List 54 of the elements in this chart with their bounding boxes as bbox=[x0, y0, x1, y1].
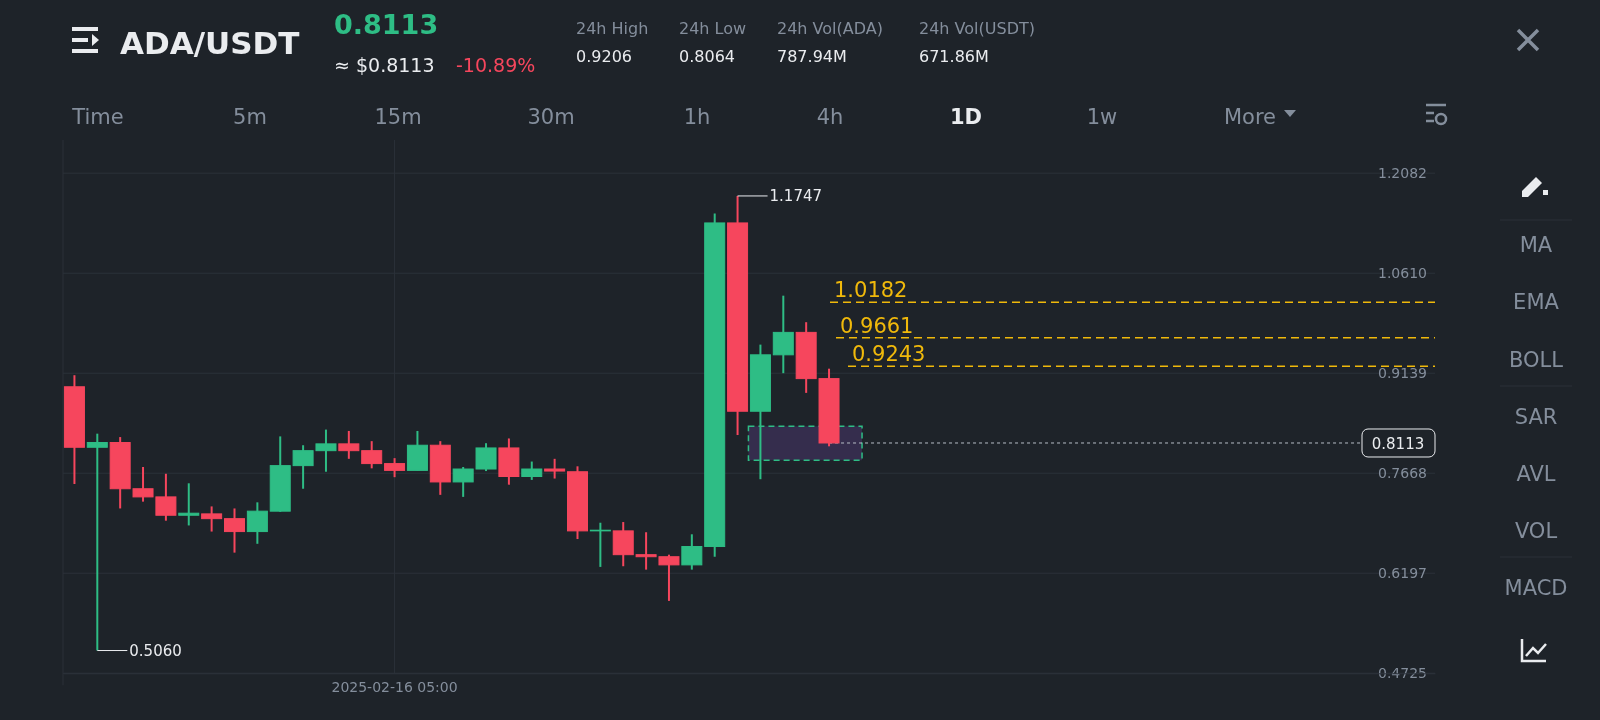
y-tick-label: 1.2082 bbox=[1378, 165, 1427, 182]
candlestick bbox=[86, 432, 108, 652]
text: 0.8113 bbox=[334, 9, 439, 40]
text: 1D bbox=[949, 105, 983, 129]
y-tick-label: 0.4725 bbox=[1378, 665, 1427, 682]
text: Time bbox=[71, 105, 124, 129]
text: 5m bbox=[233, 105, 267, 129]
text: 24h Vol(ADA) bbox=[777, 19, 883, 38]
ref-line-label: 0.9243 bbox=[852, 342, 926, 367]
text: VOL bbox=[1514, 519, 1558, 543]
candlestick bbox=[178, 482, 200, 527]
candlestick bbox=[201, 505, 223, 533]
candlestick bbox=[544, 457, 566, 480]
text: 4h bbox=[816, 105, 844, 129]
text: MA bbox=[1519, 233, 1553, 257]
text: 30m bbox=[527, 105, 575, 129]
candlestick bbox=[224, 507, 245, 554]
text: 787.94M bbox=[777, 47, 847, 66]
ref-line-label: 1.0182 bbox=[834, 278, 908, 303]
text: EMA bbox=[1513, 290, 1560, 314]
candlestick bbox=[589, 521, 611, 568]
text: 24h Low bbox=[679, 19, 747, 38]
candlestick bbox=[338, 429, 360, 460]
ref-line-label: 0.9661 bbox=[840, 313, 914, 338]
chart-title: ADA/USDT bbox=[120, 25, 300, 61]
text: BOLL bbox=[1509, 348, 1564, 372]
text: 15m bbox=[374, 105, 422, 129]
annotation: 0.5060 bbox=[129, 641, 182, 660]
candlestick bbox=[681, 533, 703, 571]
y-tick-label: 0.9139 bbox=[1378, 365, 1427, 382]
ref-line-label: 0.8113 bbox=[1371, 434, 1425, 453]
text: More bbox=[1223, 105, 1277, 129]
text: MACD bbox=[1504, 576, 1568, 600]
text: 24h Vol(USDT) bbox=[919, 19, 1035, 38]
candlestick bbox=[772, 294, 794, 375]
text: -10.89% bbox=[456, 54, 536, 76]
text: ≈ $0.8113 bbox=[334, 54, 435, 76]
text: SAR bbox=[1514, 405, 1558, 429]
text: 24h High bbox=[576, 19, 649, 38]
text: 0.9206 bbox=[576, 47, 632, 66]
annotation: 1.1747 bbox=[769, 186, 823, 205]
text: 1h bbox=[683, 105, 711, 129]
y-tick-label: 0.7668 bbox=[1378, 465, 1427, 482]
x-tick-label: 2025-02-16 05:00 bbox=[331, 679, 458, 696]
candlestick bbox=[361, 440, 383, 470]
candlestick bbox=[521, 460, 543, 481]
text: 0.8064 bbox=[679, 47, 735, 66]
y-tick-label: 1.0610 bbox=[1378, 265, 1427, 282]
candlestick bbox=[384, 457, 406, 479]
candlestick bbox=[246, 501, 268, 545]
text: 671.86M bbox=[919, 47, 989, 66]
text: AVL bbox=[1516, 462, 1556, 486]
y-tick-label: 0.6197 bbox=[1378, 565, 1427, 582]
text: 1w bbox=[1086, 105, 1118, 129]
